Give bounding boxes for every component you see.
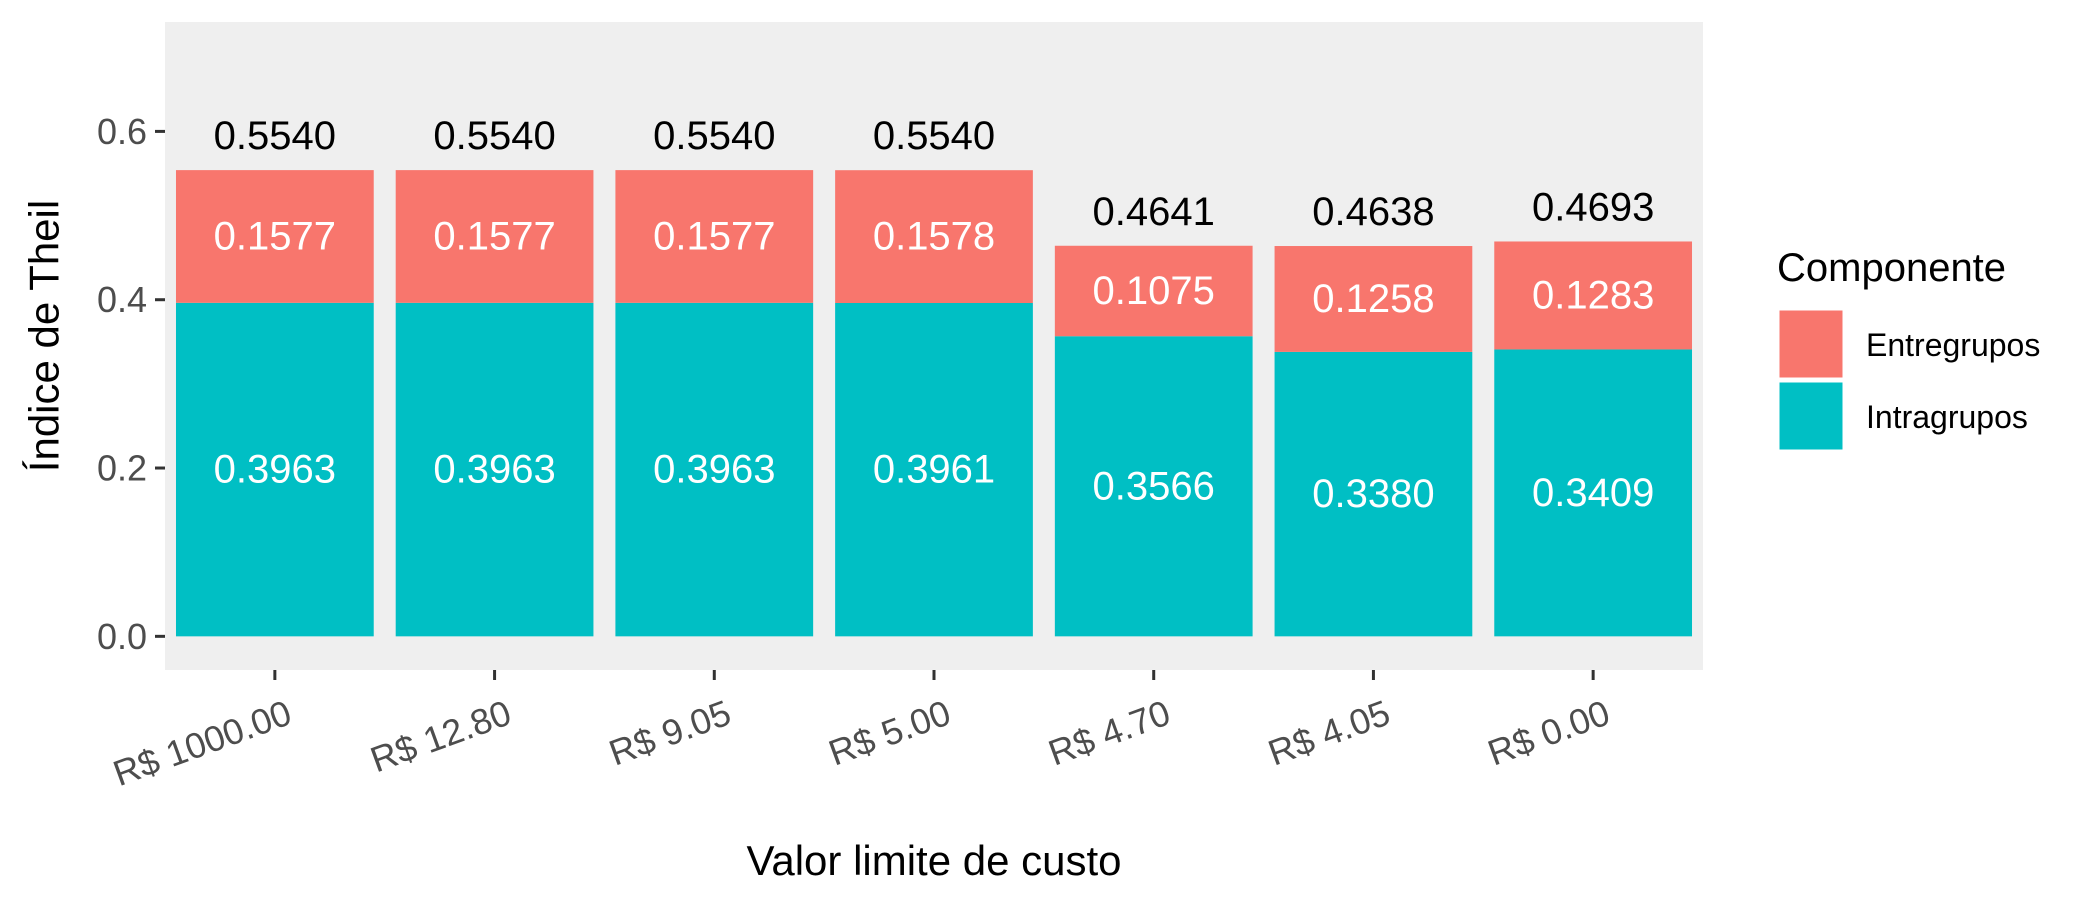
bar-total-label: 0.5540 (873, 114, 995, 158)
legend-title: Componente (1777, 246, 2006, 290)
bar-label-intragrupos: 0.3380 (1312, 472, 1434, 516)
bar-intragrupos (395, 302, 594, 637)
bar-entregrupos (1274, 246, 1473, 352)
y-tick-label: 0.2 (97, 448, 147, 489)
bar-total-label: 0.5540 (214, 114, 336, 158)
x-tick-label: R$ 1000.00 (108, 692, 297, 794)
bar-label-intragrupos: 0.3961 (873, 448, 995, 492)
bar-total-label: 0.4638 (1312, 190, 1434, 234)
bar-entregrupos (395, 170, 594, 303)
x-tick-label: R$ 0.00 (1482, 692, 1615, 774)
y-axis: 0.0 0.2 0.4 0.6 (97, 111, 165, 657)
bar-entregrupos (1494, 241, 1693, 350)
y-tick-label: 0.4 (97, 279, 147, 320)
bar-label-entregrupos: 0.1577 (653, 214, 775, 258)
legend-label: Entregrupos (1866, 327, 2040, 363)
bar-intragrupos (1494, 349, 1693, 637)
bar-entregrupos (1054, 245, 1253, 337)
bar-intragrupos (1274, 351, 1473, 637)
x-tick-label: R$ 4.70 (1043, 692, 1176, 774)
x-axis: R$ 1000.00 R$ 12.80 R$ 9.05 R$ 5.00 R$ 4.70 R… (108, 670, 1615, 794)
x-tick-label: R$ 9.05 (604, 692, 737, 774)
bar-label-intragrupos: 0.3963 (653, 448, 775, 492)
bar-label-entregrupos: 0.1577 (433, 214, 555, 258)
bar-label-intragrupos: 0.3566 (1093, 464, 1215, 508)
y-tick-label: 0.0 (97, 616, 147, 657)
bar-label-entregrupos: 0.1283 (1532, 273, 1654, 317)
bar-intragrupos (175, 302, 374, 637)
bar-entregrupos (835, 170, 1033, 303)
legend-key-entregrupos (1776, 307, 1846, 381)
bar-intragrupos (1054, 336, 1253, 637)
bar-entregrupos (615, 170, 814, 303)
legend: Componente Entregrupos Intragrupos (1776, 246, 2040, 453)
bar-total-label: 0.4641 (1093, 190, 1215, 234)
bars: 0.3963 0.1577 0.5540 0.3963 0.1577 0.5540 0.39… (175, 114, 1693, 637)
bar-entregrupos (175, 170, 374, 303)
bar-intragrupos (615, 302, 814, 637)
bar-total-label: 0.5540 (653, 114, 775, 158)
y-tick-label: 0.6 (97, 111, 147, 152)
bar-total-label: 0.4693 (1532, 185, 1654, 229)
bar-intragrupos (835, 302, 1033, 637)
bar-label-intragrupos: 0.3963 (214, 448, 336, 492)
bar-label-entregrupos: 0.1075 (1093, 269, 1215, 313)
bar-label-intragrupos: 0.3409 (1532, 471, 1654, 515)
bar-label-entregrupos: 0.1578 (873, 215, 995, 259)
legend-entries: Entregrupos Intragrupos (1776, 307, 2040, 453)
x-tick-label: R$ 12.80 (365, 692, 516, 780)
x-axis-title: Valor limite de custo (746, 837, 1121, 884)
bar-label-entregrupos: 0.1577 (214, 214, 336, 258)
y-axis-title: Índice de Theil (21, 200, 68, 472)
bar-total-label: 0.5540 (433, 114, 555, 158)
x-tick-label: R$ 5.00 (823, 692, 956, 774)
bar-label-entregrupos: 0.1258 (1312, 277, 1434, 321)
legend-key-intragrupos (1776, 379, 1846, 453)
x-tick-label: R$ 4.05 (1263, 692, 1396, 774)
legend-label: Intragrupos (1866, 399, 2028, 435)
bar-label-intragrupos: 0.3963 (433, 448, 555, 492)
